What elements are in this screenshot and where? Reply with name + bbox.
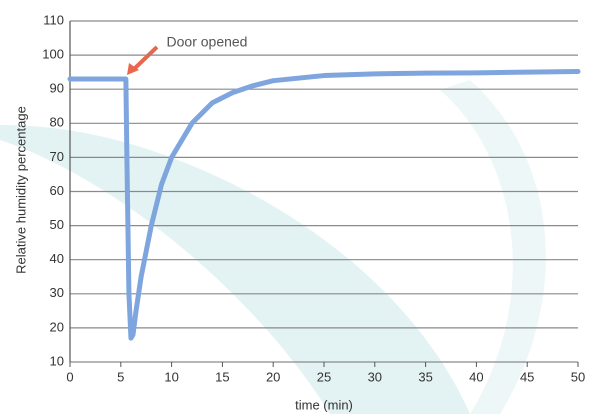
x-tick-label: 0 [66, 369, 73, 384]
background-swoosh [440, 80, 546, 414]
x-tick-label: 20 [266, 369, 280, 384]
annotation: Door opened [167, 34, 248, 50]
x-tick-label: 45 [520, 369, 534, 384]
y-tick-label: 30 [50, 285, 64, 300]
y-tick-label: 60 [50, 183, 64, 198]
x-axis-label: time (min) [295, 397, 353, 412]
x-tick-label: 40 [469, 369, 483, 384]
y-tick-label: 10 [50, 353, 64, 368]
page: {"chart_data": {"type": "line", "x": [0,… [0, 0, 594, 414]
y-tick-label: 20 [50, 319, 64, 334]
y-tick-label: 70 [50, 149, 64, 164]
chart: Door opened time (min) Relative humidity… [0, 0, 594, 414]
x-tick-label: 30 [368, 369, 382, 384]
x-tick-label: 25 [317, 369, 331, 384]
annotation-arrow [133, 47, 157, 70]
x-tick-label: 50 [571, 369, 585, 384]
x-tick-label: 5 [117, 369, 124, 384]
y-tick-label: 110 [43, 12, 64, 27]
x-tick-label: 15 [215, 369, 229, 384]
x-tick-label: 35 [418, 369, 432, 384]
x-tick-label: 10 [164, 369, 178, 384]
y-axis-label: Relative humidity percentage [13, 106, 28, 274]
y-tick-label: 50 [50, 217, 64, 232]
y-tick-label: 40 [50, 251, 64, 266]
y-tick-label: 80 [50, 115, 64, 130]
y-tick-label: 90 [50, 81, 64, 96]
y-tick-label: 100 [42, 47, 64, 62]
